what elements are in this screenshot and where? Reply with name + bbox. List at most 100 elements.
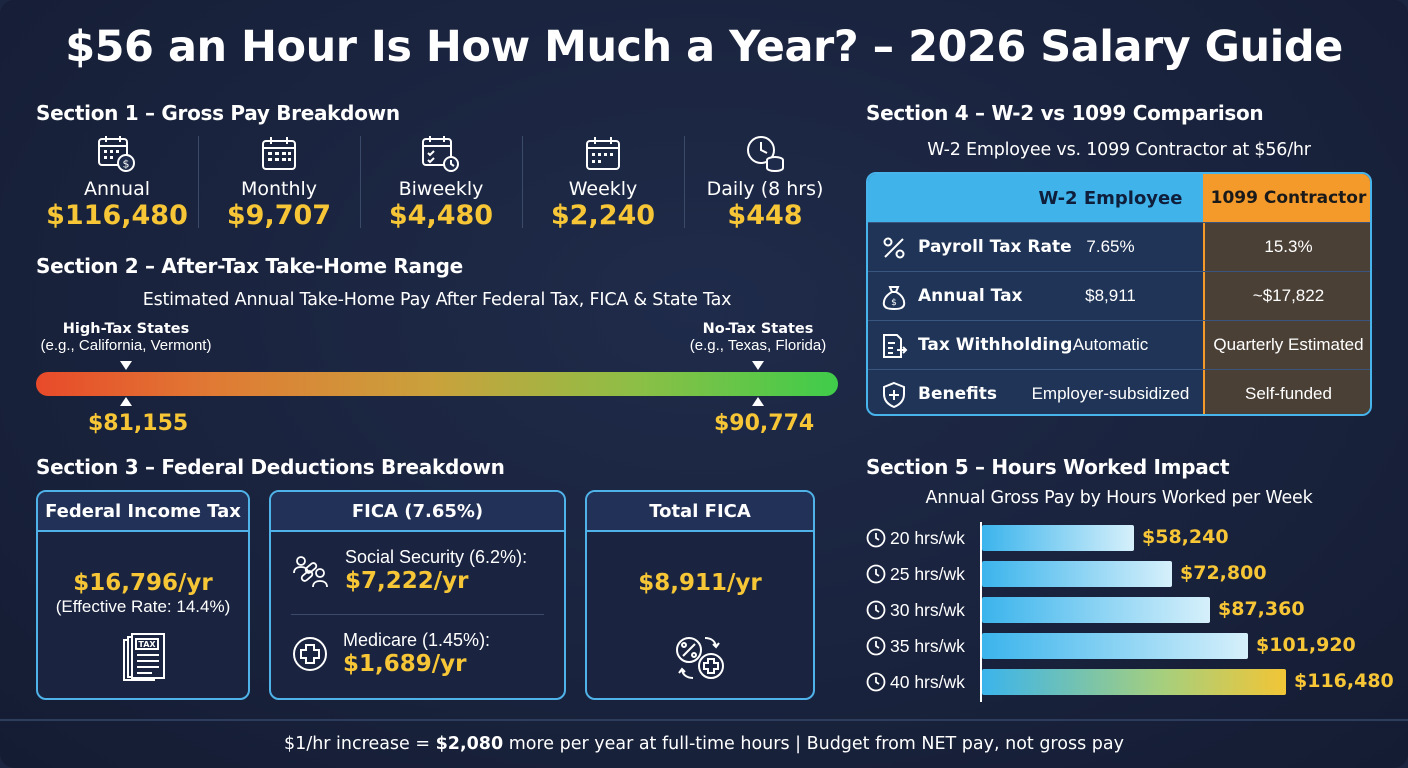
table-row: Benefits Employer-subsidized Self-funded [868,369,1370,414]
take-home-range-bar [36,372,838,396]
row-1099-value: 15.3% [1264,237,1313,256]
chart-bar [982,525,1134,551]
people-link-icon [293,555,328,587]
gross-pay-label: Daily (8 hrs) [706,178,824,200]
gross-pay-row: $ Annual $116,480 Monthly $9,707 [36,132,846,242]
chart-bar-row: 40 hrs/wk $116,480 [866,669,1394,697]
total-fica-title: Total FICA [587,492,813,532]
money-bag-icon: $ [882,286,906,311]
row-w2-value: $8,911 [1085,286,1136,305]
section2-heading: Section 2 – After-Tax Take-Home Range [36,254,463,278]
chart-value-label: $101,920 [1256,634,1356,656]
page-title: $56 an Hour Is How Much a Year? – 2026 S… [65,22,1343,72]
medical-cross-icon [293,636,327,671]
tax-icon-text: TAX [138,640,156,649]
social-security-row: Social Security (6.2%): $7,222/yr [291,547,544,594]
table-header-left [868,174,1203,222]
gross-pay-biweekly: Biweekly $4,480 [360,132,522,242]
clock-coins-icon [747,136,784,173]
federal-income-tax-card: Federal Income Tax $16,796/yr (Effective… [36,490,250,700]
section4-subheading: W-2 Employee vs. 1099 Contractor at $56/… [927,140,1311,160]
medicare-label: Medicare (1.45%): [343,630,491,650]
high-tax-marker-bottom [120,397,132,406]
tax-document-icon: TAX [123,633,165,681]
clock-icon [866,564,886,584]
chart-axis-line [980,522,982,702]
gross-pay-value: $4,480 [388,200,494,231]
gross-pay-monthly: Monthly $9,707 [198,132,360,242]
row-label: Annual Tax [918,286,1023,306]
footer-note: $1/hr increase = $2,080 more per year at… [0,734,1408,754]
high-tax-marker-top [120,361,132,370]
svg-text:$: $ [123,158,130,171]
no-tax-title: No-Tax States [702,321,814,337]
social-security-label: Social Security (6.2%): [345,547,528,567]
chart-bar-row: 20 hrs/wk $58,240 [866,525,1386,553]
footer-bold-amount: $2,080 [435,734,504,754]
table-row: Payroll Tax Rate 7.65% 15.3% [868,222,1370,271]
chart-category-label: 30 hrs/wk [890,600,965,620]
row-w2-value: Employer-subsidized [1031,384,1190,403]
row-w2-value: Automatic [1072,335,1149,354]
table-row: Tax Withholding Automatic Quarterly Esti… [868,320,1370,369]
no-tax-label: No-Tax States (e.g., Texas, Florida) [658,321,858,354]
row-1099-value: Quarterly Estimated [1213,335,1364,354]
calendar-week-icon [586,137,620,170]
column-header-w2: W-2 Employee [1038,187,1183,209]
fica-divider [291,614,544,615]
high-tax-label: High-Tax States (e.g., California, Vermo… [26,321,226,354]
no-tax-marker-bottom [752,397,764,406]
chart-value-label: $58,240 [1142,526,1229,548]
section1-heading: Section 1 – Gross Pay Breakdown [36,101,400,125]
chart-value-label: $87,360 [1218,598,1305,620]
federal-card-title: Federal Income Tax [38,492,248,532]
no-tax-value: $90,774 [714,411,815,436]
section4-heading: Section 4 – W-2 vs 1099 Comparison [866,101,1264,125]
chart-bar-row: 30 hrs/wk $87,360 [866,597,1386,625]
calendar-clock-icon [422,136,459,172]
gross-pay-daily: Daily (8 hrs) $448 [684,132,846,242]
no-tax-example: (e.g., Texas, Florida) [689,337,827,354]
footer-part2: more per year at full-time hours | Budge… [503,734,1124,754]
row-w2-value: 7.65% [1086,237,1135,256]
medicare-row: Medicare (1.45%): $1,689/yr [291,630,544,677]
footer-part1: $1/hr increase = [284,734,436,754]
svg-text:$: $ [891,298,897,308]
footer-divider [0,719,1408,721]
fica-card-title: FICA (7.65%) [271,492,564,532]
section5-subheading: Annual Gross Pay by Hours Worked per Wee… [925,488,1313,508]
chart-value-label: $116,480 [1294,670,1394,692]
column-header-1099: 1099 Contractor [1203,174,1370,222]
chart-bar [982,561,1172,587]
section3-heading: Section 3 – Federal Deductions Breakdown [36,455,505,479]
row-label: Benefits [918,384,997,404]
shield-plus-icon [883,381,905,409]
gross-pay-value: $116,480 [46,200,188,231]
gross-pay-value: $448 [727,200,803,231]
total-fica-value: $8,911/yr [638,570,762,596]
clock-icon [866,636,886,656]
social-security-value: $7,222/yr [345,568,469,594]
chart-category-label: 20 hrs/wk [890,528,965,548]
clock-icon [866,672,886,692]
chart-category-label: 40 hrs/wk [890,672,965,692]
w2-vs-1099-table: W-2 Employee 1099 Contractor Payroll Tax… [866,172,1372,416]
chart-bar [982,597,1210,623]
total-fica-card: Total FICA $8,911/yr [585,490,815,700]
gross-pay-label: Monthly [240,178,318,200]
gross-pay-annual: $ Annual $116,480 [36,132,198,242]
chart-bar [982,669,1286,695]
high-tax-title: High-Tax States [62,321,190,337]
gross-pay-value: $2,240 [550,200,656,231]
table-row: $ Annual Tax $8,911 ~$17,822 [868,271,1370,320]
section2-subheading: Estimated Annual Take-Home Pay After Fed… [142,290,732,310]
gross-pay-label: Annual [83,178,151,200]
chart-bar [982,633,1248,659]
section5-heading: Section 5 – Hours Worked Impact [866,455,1230,479]
chart-bar-row: 25 hrs/wk $72,800 [866,561,1386,589]
gross-pay-label: Biweekly [398,178,484,200]
chart-value-label: $72,800 [1180,562,1267,584]
percent-cross-cycle-icon [676,637,724,679]
row-label: Payroll Tax Rate [918,237,1072,257]
row-1099-value: ~$17,822 [1252,286,1325,305]
